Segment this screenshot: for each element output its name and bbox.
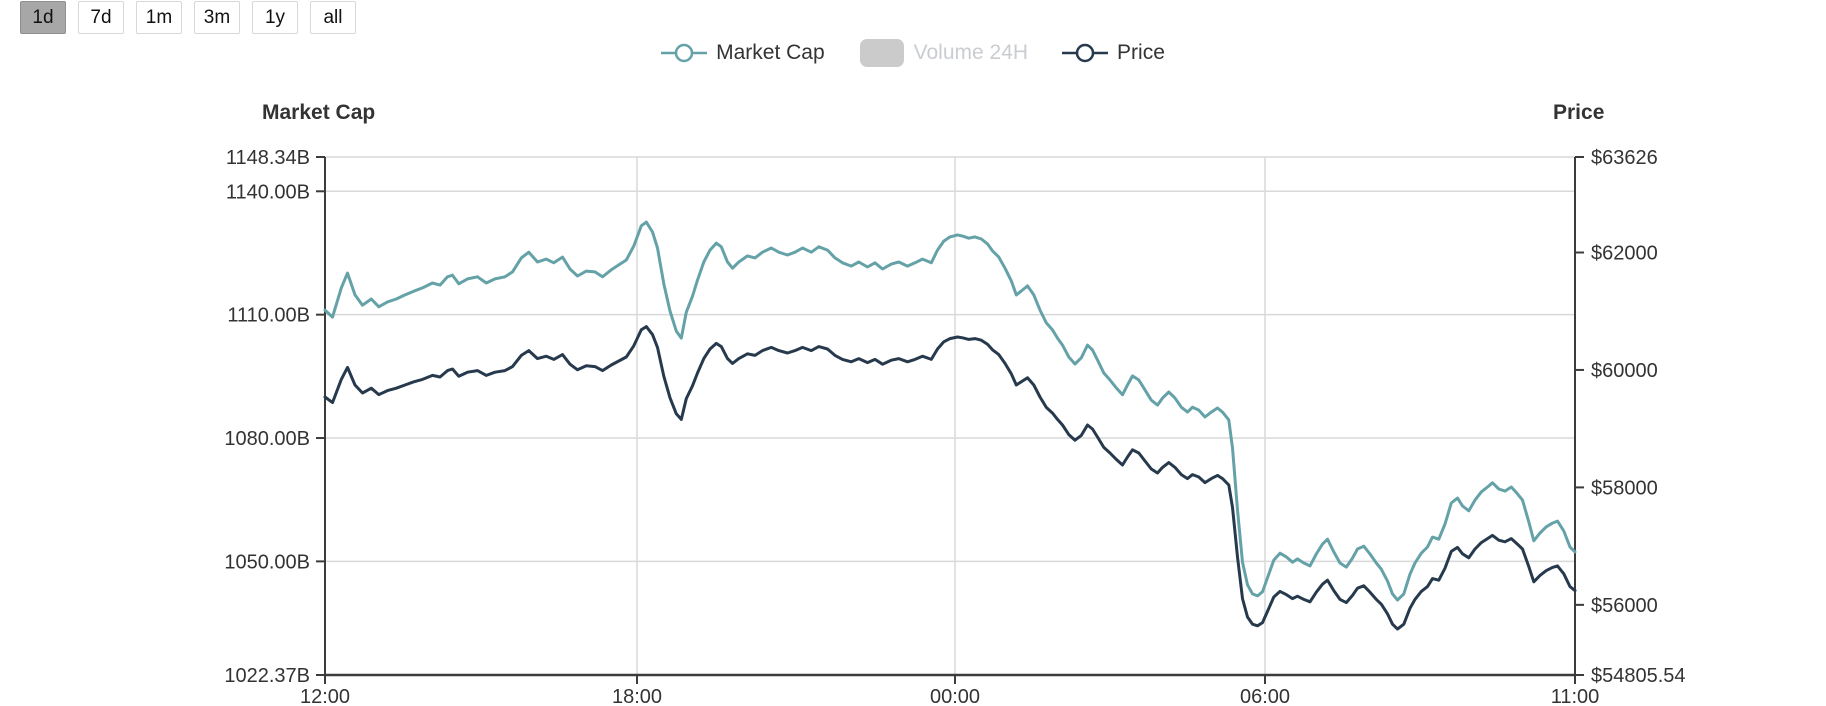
line-marker-icon	[661, 43, 708, 63]
market-cap-line	[323, 220, 1577, 602]
right-axis-title: Price	[1553, 101, 1605, 124]
y-right-tick-label: $58000	[1591, 477, 1658, 499]
time-range-button-3m[interactable]: 3m	[194, 1, 240, 34]
x-tick-label: 12:00	[300, 686, 350, 706]
y-right-tick-label: $56000	[1591, 595, 1658, 617]
y-right-tick-label: $62000	[1591, 242, 1658, 264]
legend-label: Volume 24H	[913, 41, 1029, 64]
y-right-tick-label: $54805.54	[1591, 665, 1686, 687]
line-marker-icon	[1062, 43, 1109, 63]
chart-legend: Market Cap Volume 24H Price	[0, 38, 1826, 68]
y-left-tick-label: 1022.37B	[224, 665, 310, 687]
x-tick-label: 11:00	[1551, 686, 1600, 706]
legend-item-market-cap[interactable]: Market Cap	[661, 38, 825, 68]
x-tick-label: 06:00	[1240, 686, 1290, 706]
y-right-tick-label: $60000	[1591, 360, 1658, 382]
y-left-tick-label: 1110.00B	[227, 305, 310, 327]
time-range-toolbar: 1d 7d 1m 3m 1y all	[20, 1, 356, 34]
left-axis-title: Market Cap	[262, 101, 376, 124]
price-line	[323, 325, 1577, 631]
time-range-button-1y[interactable]: 1y	[252, 1, 298, 34]
area-swatch-icon	[859, 39, 904, 67]
time-range-button-7d[interactable]: 7d	[78, 1, 124, 34]
y-right-tick-label: $63626	[1591, 147, 1658, 169]
y-left-tick-label: 1140.00B	[226, 181, 310, 203]
y-left-tick-label: 1148.34B	[226, 147, 310, 169]
time-range-button-1d[interactable]: 1d	[20, 1, 66, 34]
time-range-button-all[interactable]: all	[310, 1, 356, 34]
x-tick-label: 00:00	[930, 686, 980, 706]
y-left-tick-label: 1080.00B	[224, 428, 310, 450]
legend-item-volume-24h[interactable]: Volume 24H	[859, 38, 1028, 68]
time-range-button-1m[interactable]: 1m	[136, 1, 182, 34]
y-left-tick-label: 1050.00B	[224, 551, 310, 573]
x-tick-label: 18:00	[612, 686, 662, 706]
legend-item-price[interactable]: Price	[1062, 38, 1165, 68]
legend-label: Market Cap	[716, 41, 825, 64]
legend-label: Price	[1117, 41, 1165, 64]
